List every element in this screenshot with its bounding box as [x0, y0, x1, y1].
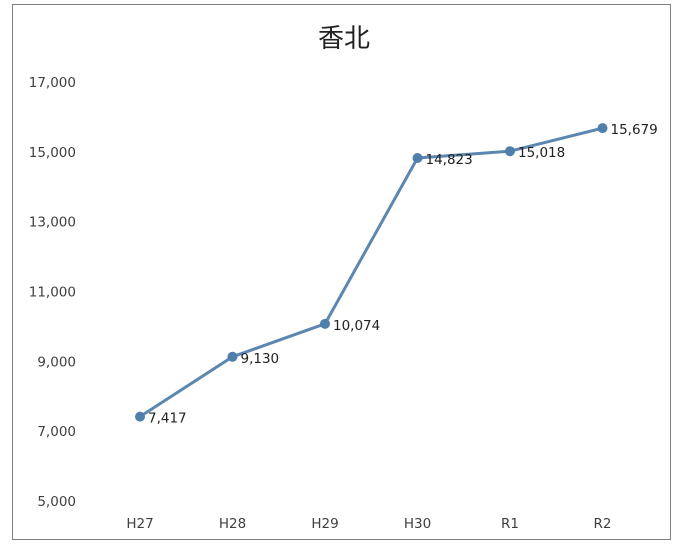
data-point [135, 411, 145, 422]
data-point [412, 153, 423, 164]
x-tick-label: H30 [404, 516, 431, 532]
y-tick-label: 9,000 [37, 354, 76, 370]
series-group: 7,417 9,130 10,074 14,823 15,018 15,679 [135, 122, 658, 427]
x-tick-label: H29 [311, 516, 338, 532]
y-tick-label: 5,000 [37, 494, 76, 510]
y-tick-label: 13,000 [29, 215, 76, 231]
data-point [505, 146, 515, 157]
y-tick-label: 15,000 [29, 145, 76, 161]
y-tick-label: 11,000 [29, 285, 76, 301]
y-axis: 5,000 7,000 9,000 11,000 13,000 15,000 17,000 [29, 75, 76, 510]
chart-frame [12, 4, 671, 540]
x-tick-label: H28 [219, 516, 246, 532]
data-label: 14,823 [426, 152, 473, 168]
x-axis: H27 H28 H29 H30 R1 R2 [126, 516, 611, 532]
chart-title: 香北 [318, 24, 370, 54]
data-label: 15,018 [518, 145, 565, 161]
y-tick-label: 7,000 [37, 424, 76, 440]
data-point [597, 123, 608, 134]
data-label: 9,130 [241, 351, 280, 367]
x-tick-label: H27 [126, 516, 153, 532]
x-tick-label: R2 [594, 516, 612, 532]
x-tick-label: R1 [501, 516, 519, 532]
data-label: 7,417 [148, 411, 187, 427]
data-point [227, 351, 238, 362]
data-point [320, 318, 330, 329]
series-line [138, 126, 604, 419]
y-tick-label: 17,000 [29, 75, 76, 91]
data-label: 15,679 [611, 122, 658, 138]
data-label: 10,074 [333, 318, 380, 334]
